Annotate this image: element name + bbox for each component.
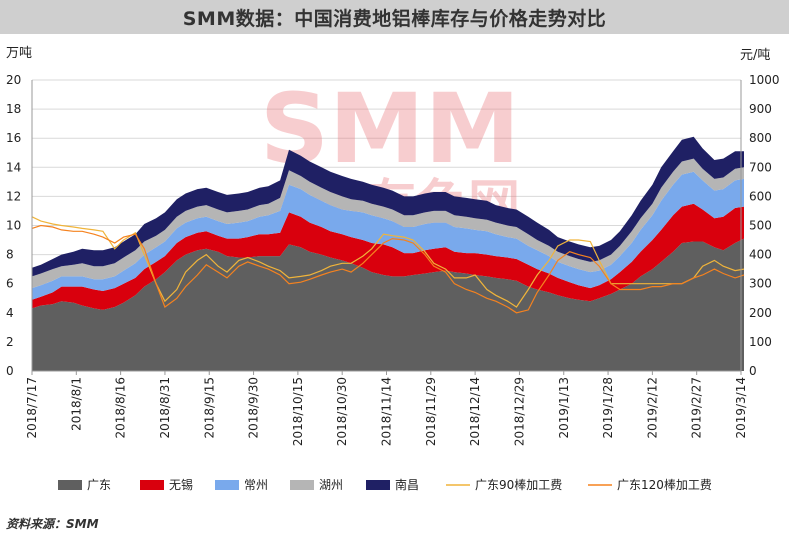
x-tick-label: 2019/2/12	[645, 377, 659, 439]
right-tick-label: 400	[749, 248, 772, 262]
right-tick-label: 300	[749, 277, 772, 291]
left-tick-label: 16	[6, 131, 21, 145]
legend-swatch	[215, 480, 239, 490]
legend-item-2: 无锡	[140, 477, 193, 492]
legend-item-1: 广东	[58, 478, 111, 492]
x-tick-label: 2018/10/30	[335, 377, 349, 446]
left-tick-label: 10	[6, 219, 21, 233]
x-tick-label: 2019/2/27	[690, 377, 704, 439]
legend-item-4: 湖州	[290, 477, 343, 492]
legend-swatch	[290, 480, 314, 490]
x-tick-label: 2019/1/28	[601, 377, 615, 439]
right-tick-label: 900	[749, 102, 772, 116]
left-tick-label: 18	[6, 102, 21, 116]
area-series-2	[32, 203, 744, 310]
legend-item-3: 常州	[215, 478, 268, 492]
left-tick-label: 14	[6, 160, 21, 174]
data-source-note: 资料来源：SMM	[6, 517, 99, 531]
legend-label: 广东90棒加工费	[475, 478, 562, 492]
x-tick-label: 2018/11/29	[424, 377, 438, 446]
left-tick-label: 4	[6, 306, 14, 320]
area-series-3	[32, 171, 744, 300]
right-tick-label: 700	[749, 160, 772, 174]
line-series-1	[31, 216, 745, 308]
legend-swatch	[366, 480, 390, 490]
legend-swatch	[140, 480, 164, 490]
legend-label: 常州	[244, 478, 268, 492]
x-tick-label: 2018/8/1	[69, 377, 83, 431]
x-tick-label: 2019/1/13	[557, 377, 571, 439]
right-axis-unit: 元/吨	[740, 48, 771, 63]
area-series-4	[32, 158, 744, 289]
x-tick-label: 2018/8/31	[158, 377, 172, 439]
left-axis-unit: 万吨	[6, 46, 33, 61]
line-series-2	[31, 224, 745, 314]
right-tick-label: 1000	[749, 73, 780, 87]
right-tick-label: 500	[749, 219, 772, 233]
x-tick-label: 2018/9/30	[247, 377, 261, 439]
right-tick-label: 100	[749, 335, 772, 349]
x-tick-label: 2018/12/14	[468, 377, 482, 446]
legend-swatch	[58, 480, 82, 490]
legend-label: 无锡	[169, 477, 193, 492]
right-tick-label: 800	[749, 131, 772, 145]
left-tick-label: 12	[6, 189, 21, 203]
left-tick-label: 0	[6, 364, 14, 378]
legend-item-6: 广东90棒加工费	[446, 478, 562, 492]
legend-label: 湖州	[319, 477, 343, 492]
left-tick-label: 20	[6, 73, 21, 87]
x-tick-label: 2018/8/16	[114, 377, 128, 439]
left-tick-label: 2	[6, 335, 14, 349]
right-tick-label: 200	[749, 306, 772, 320]
legend-item-7: 广东120棒加工费	[588, 478, 712, 492]
legend-label: 南昌	[395, 477, 419, 492]
x-tick-label: 2018/10/15	[291, 377, 305, 446]
area-series-1	[32, 238, 744, 371]
legend-label: 广东	[87, 478, 111, 492]
x-tick-label: 2018/7/17	[25, 377, 39, 439]
x-tick-label: 2019/3/14	[734, 377, 748, 439]
x-tick-label: 2018/12/29	[512, 377, 526, 446]
chart-title: SMM数据：中国消费地铝棒库存与价格走势对比	[182, 7, 607, 30]
legend-item-5: 南昌	[366, 477, 419, 492]
x-tick-label: 2018/11/14	[380, 377, 394, 446]
left-tick-label: 8	[6, 248, 14, 262]
legend-label: 广东120棒加工费	[617, 478, 712, 492]
right-tick-label: 600	[749, 189, 772, 203]
title-bar: SMM数据：中国消费地铝棒库存与价格走势对比	[0, 0, 789, 34]
left-tick-label: 6	[6, 277, 14, 291]
right-tick-label: 0	[749, 364, 757, 378]
x-tick-label: 2018/9/15	[202, 377, 216, 439]
